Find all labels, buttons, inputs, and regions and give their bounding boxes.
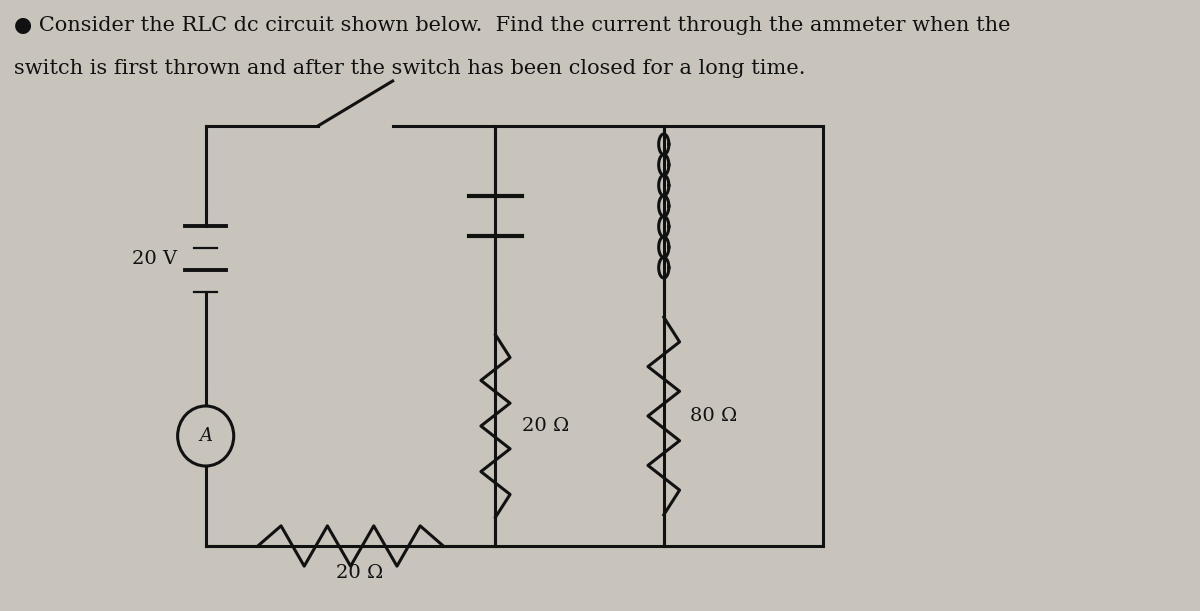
- Text: A: A: [199, 427, 212, 445]
- Text: 20 V: 20 V: [132, 250, 176, 268]
- Text: 80 Ω: 80 Ω: [690, 407, 737, 425]
- Text: switch is first thrown and after the switch has been closed for a long time.: switch is first thrown and after the swi…: [14, 59, 805, 78]
- Text: ● Consider the RLC dc circuit shown below.  Find the current through the ammeter: ● Consider the RLC dc circuit shown belo…: [14, 16, 1010, 35]
- Text: 20 Ω: 20 Ω: [522, 417, 569, 435]
- Text: 20 Ω: 20 Ω: [336, 564, 384, 582]
